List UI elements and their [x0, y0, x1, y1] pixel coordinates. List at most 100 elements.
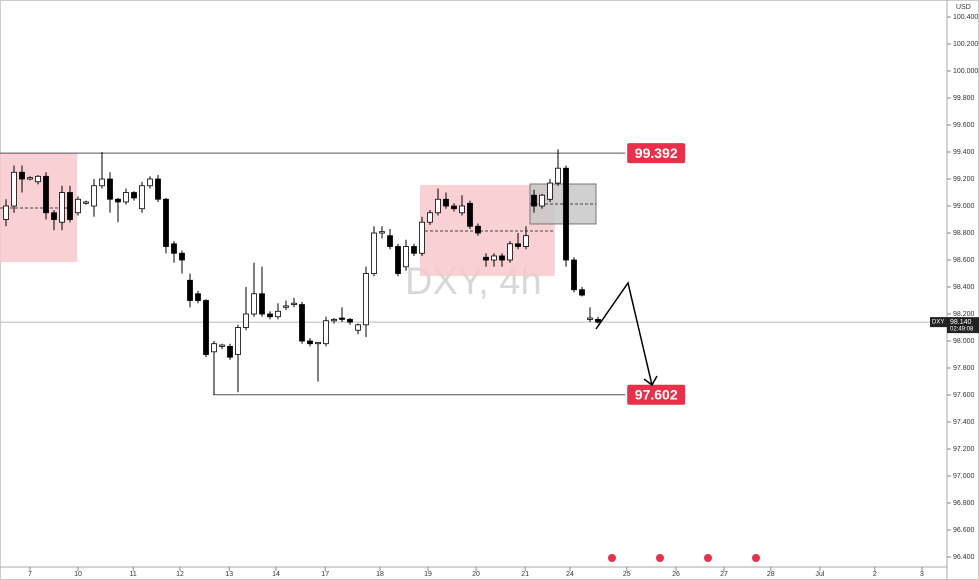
- x-tick-label: 26: [672, 571, 680, 578]
- candle-body: [491, 255, 497, 261]
- candle-body: [571, 259, 577, 291]
- candle-body: [59, 192, 65, 223]
- x-tick-label: 2: [873, 571, 877, 578]
- candle-body: [555, 167, 561, 184]
- y-tick-label: 98.200: [953, 311, 975, 318]
- candle-body: [291, 302, 297, 305]
- candle-body: [19, 171, 25, 180]
- candle-body: [515, 243, 521, 247]
- candle-body: [227, 346, 233, 358]
- candle-body: [211, 343, 217, 353]
- candle-body: [579, 289, 585, 296]
- candle-body: [235, 327, 241, 355]
- candle-body: [379, 231, 385, 234]
- candle-body: [451, 205, 457, 210]
- currency: USD: [956, 4, 971, 11]
- candle-body: [427, 212, 433, 223]
- level-label: 97.602: [635, 386, 678, 402]
- candle-body: [355, 324, 361, 331]
- y-tick-label: 97.200: [953, 446, 975, 453]
- countdown: 02:49:08: [950, 327, 974, 333]
- y-tick-label: 97.600: [953, 392, 975, 399]
- y-tick-label: 99.800: [953, 95, 975, 102]
- candle-body: [475, 225, 481, 234]
- candle-body: [187, 279, 193, 301]
- x-tick-label: 19: [424, 571, 432, 578]
- y-tick-label: 99.200: [953, 176, 975, 183]
- candle-body: [179, 252, 185, 261]
- candle-body: [243, 313, 249, 328]
- candle-body: [43, 175, 49, 214]
- y-tick-label: 100.400: [953, 14, 978, 21]
- y-tick-label: 100.000: [953, 68, 978, 75]
- event-icon: [751, 553, 761, 563]
- candle-body: [115, 198, 121, 203]
- candle-body: [267, 313, 273, 318]
- candle-body: [339, 317, 345, 320]
- candle-body: [435, 198, 441, 214]
- y-tick-label: 98.800: [953, 230, 975, 237]
- candle-body: [219, 344, 225, 347]
- candle-body: [123, 192, 129, 203]
- y-tick-label: 97.000: [953, 473, 975, 480]
- x-tick-label: 18: [376, 571, 384, 578]
- symbol-label: DXY: [932, 320, 944, 326]
- candle-body: [251, 293, 257, 315]
- candle-body: [507, 243, 513, 261]
- y-tick-label: 96.400: [953, 554, 975, 561]
- y-tick-label: 99.600: [953, 122, 975, 129]
- y-tick-label: 99.400: [953, 149, 975, 156]
- level-badge: [627, 143, 686, 164]
- y-tick-label: 100.200: [953, 41, 978, 48]
- candle-body: [459, 205, 465, 214]
- y-tick-label: 98.600: [953, 257, 975, 264]
- y-tick-label: 96.800: [953, 500, 975, 507]
- x-tick-label: 10: [74, 571, 82, 578]
- projection: [595, 281, 653, 386]
- candle-body: [563, 167, 569, 261]
- x-tick-label: 17: [321, 571, 329, 578]
- event-icon: [607, 553, 617, 563]
- x-tick-label: 20: [472, 571, 480, 578]
- candle-body: [203, 300, 209, 355]
- candle-body: [107, 178, 113, 200]
- x-tick-label: 14: [272, 571, 280, 578]
- candle-body: [331, 319, 337, 322]
- candle-body: [99, 178, 105, 187]
- candle-body: [315, 341, 321, 345]
- candle-body: [363, 273, 369, 326]
- candle-body: [67, 192, 73, 220]
- candle-body: [411, 246, 417, 254]
- candle-body: [483, 256, 489, 261]
- y-tick-label: 97.800: [953, 365, 975, 372]
- candle-body: [419, 221, 425, 254]
- candle-body: [547, 182, 553, 200]
- candle-body: [523, 235, 529, 247]
- candle-body: [155, 178, 161, 200]
- x-tick-label: 12: [176, 571, 184, 578]
- candle-body: [283, 305, 289, 308]
- candle-body: [371, 232, 377, 274]
- candle-body: [307, 340, 313, 345]
- y-tick-label: 96.600: [953, 527, 975, 534]
- candle-body: [595, 319, 601, 323]
- candle-body: [443, 198, 449, 207]
- candle-body: [11, 171, 17, 207]
- candle-body: [467, 202, 473, 227]
- x-tick-label: 21: [521, 571, 529, 578]
- event-icon: [703, 553, 713, 563]
- symbol-tag: [930, 317, 947, 328]
- candle-body: [163, 198, 169, 247]
- candle-body: [195, 293, 201, 301]
- x-tick-label: 7: [28, 571, 32, 578]
- zone: [0, 152, 78, 263]
- candle-body: [147, 178, 153, 187]
- level-label: 99.392: [635, 145, 678, 161]
- y-tick-label: 98.400: [953, 284, 975, 291]
- y-tick-label: 98.000: [953, 338, 975, 345]
- level-badge: [627, 384, 686, 405]
- x-tick-label: 24: [566, 571, 574, 578]
- x-tick-label: 11: [130, 571, 137, 578]
- candle-body: [35, 175, 41, 183]
